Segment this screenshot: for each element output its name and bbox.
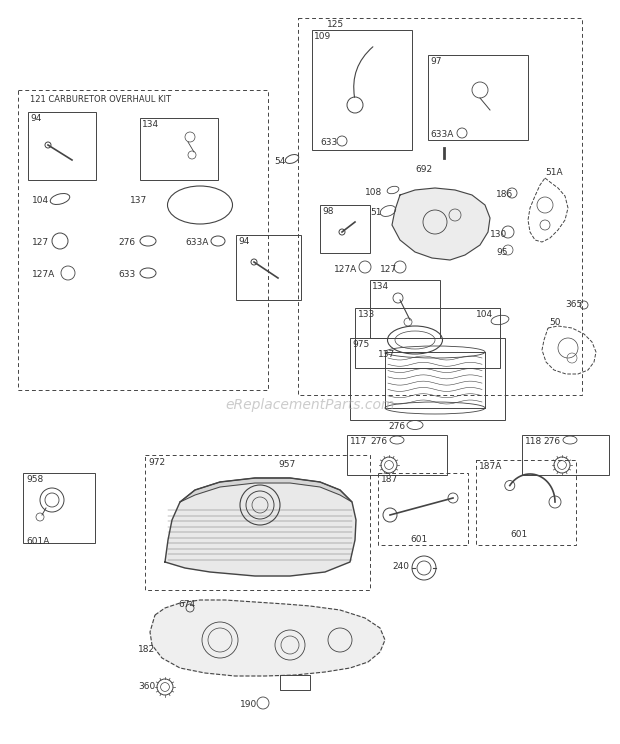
Bar <box>355 308 500 368</box>
Text: 975: 975 <box>352 340 370 349</box>
Text: 276: 276 <box>543 437 560 446</box>
Text: 601: 601 <box>410 535 427 544</box>
Polygon shape <box>180 478 352 502</box>
Text: 94: 94 <box>238 237 249 246</box>
Text: 127A: 127A <box>334 265 357 274</box>
Text: 633A: 633A <box>185 238 208 247</box>
Text: 50: 50 <box>549 318 560 327</box>
Text: 633A: 633A <box>430 130 453 139</box>
Text: 601A: 601A <box>26 537 50 546</box>
Bar <box>145 455 370 590</box>
Text: 54: 54 <box>274 157 285 166</box>
Text: 187A: 187A <box>479 462 502 471</box>
Bar <box>347 435 447 475</box>
Text: 127: 127 <box>380 265 397 274</box>
Polygon shape <box>392 188 490 260</box>
Text: 51A: 51A <box>545 168 562 177</box>
Bar <box>298 18 582 395</box>
Bar <box>23 473 95 543</box>
Text: 127: 127 <box>32 238 49 247</box>
Bar <box>522 435 609 475</box>
Text: 109: 109 <box>314 32 331 41</box>
Bar <box>28 112 96 180</box>
Bar <box>476 460 576 545</box>
Text: 692: 692 <box>415 165 432 174</box>
Text: 97: 97 <box>430 57 441 66</box>
Text: 127A: 127A <box>32 270 55 279</box>
Bar <box>312 30 412 150</box>
Text: 134: 134 <box>372 282 389 291</box>
Text: 633: 633 <box>118 270 135 279</box>
Text: 972: 972 <box>148 458 165 467</box>
Text: 130: 130 <box>490 230 507 239</box>
Text: 94: 94 <box>30 114 42 123</box>
Text: 51: 51 <box>370 208 381 217</box>
Text: 958: 958 <box>26 475 43 484</box>
Text: eReplacementParts.com: eReplacementParts.com <box>225 398 395 412</box>
Polygon shape <box>165 478 356 576</box>
Text: 118: 118 <box>525 437 542 446</box>
Text: 133: 133 <box>358 310 375 319</box>
Text: 187: 187 <box>381 475 398 484</box>
Text: 137: 137 <box>378 350 396 359</box>
Text: 104: 104 <box>32 196 49 205</box>
Text: 240: 240 <box>392 562 409 571</box>
Text: 633: 633 <box>320 138 337 147</box>
Text: 360: 360 <box>138 682 155 691</box>
Text: 104: 104 <box>476 310 493 319</box>
Polygon shape <box>150 600 385 676</box>
Text: 121 CARBURETOR OVERHAUL KIT: 121 CARBURETOR OVERHAUL KIT <box>30 95 171 104</box>
Text: 365: 365 <box>565 300 582 309</box>
Text: 134: 134 <box>142 120 159 129</box>
Text: 276: 276 <box>370 437 387 446</box>
Text: 137: 137 <box>130 196 148 205</box>
Text: 98: 98 <box>322 207 334 216</box>
Text: 186: 186 <box>496 190 513 199</box>
Text: 125: 125 <box>327 20 344 29</box>
Bar <box>370 280 440 338</box>
Text: 190: 190 <box>240 700 257 709</box>
Text: 957: 957 <box>278 460 295 469</box>
Text: 674: 674 <box>178 600 195 609</box>
Text: 108: 108 <box>365 188 383 197</box>
Text: 95: 95 <box>496 248 508 257</box>
Bar <box>378 473 468 545</box>
Bar <box>350 338 505 420</box>
Text: 182: 182 <box>138 645 155 654</box>
Bar <box>320 205 370 253</box>
Bar <box>140 118 218 180</box>
Text: 117: 117 <box>350 437 367 446</box>
Text: 276: 276 <box>118 238 135 247</box>
Bar <box>428 55 528 140</box>
Text: 601: 601 <box>510 530 527 539</box>
Text: 276: 276 <box>388 422 405 431</box>
Bar <box>18 90 268 390</box>
Bar <box>236 235 301 300</box>
